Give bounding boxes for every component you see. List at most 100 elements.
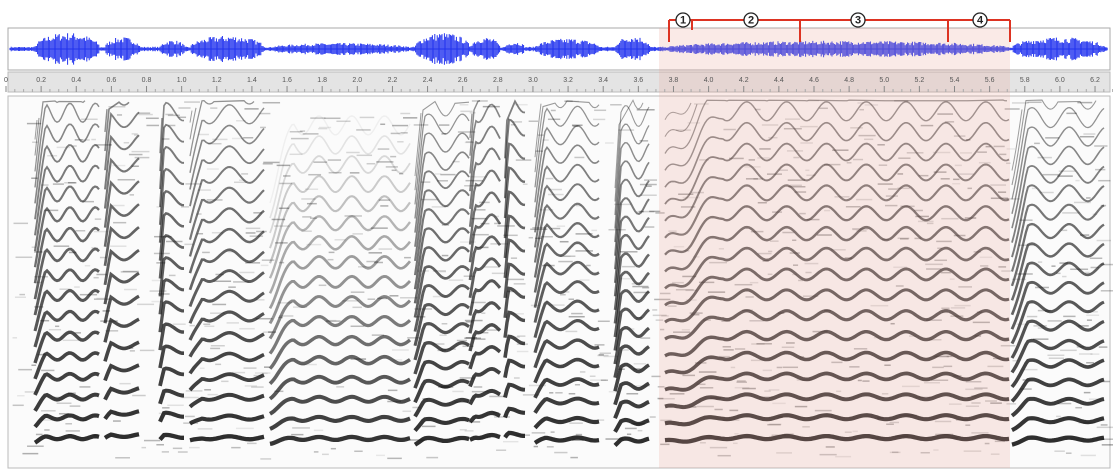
noise [206,168,219,170]
harmonic [158,167,185,225]
noise [79,386,91,388]
noise [172,323,186,325]
noise [138,112,151,114]
harmonic [1011,106,1105,200]
noise [235,427,254,430]
noise [1100,290,1113,292]
harmonic [614,141,650,229]
noise [236,119,246,122]
harmonic [104,111,140,171]
harmonic [158,234,185,279]
noise [510,124,516,126]
noise [44,209,59,212]
ruler-label: 3.2 [563,77,573,84]
noise [772,402,786,405]
harmonic [413,321,470,361]
noise [844,431,852,433]
noise [691,313,700,316]
noise [769,240,779,242]
noise [1031,187,1037,190]
harmonic [33,185,100,252]
noise [937,113,954,115]
noise [210,107,218,109]
noise [151,279,166,282]
harmonic [188,248,265,291]
noise [62,339,80,342]
noise [660,419,672,422]
ruler-label: 4.0 [704,77,714,84]
noise [559,293,566,296]
noise [275,242,288,244]
noise [376,161,394,163]
harmonic [158,344,184,369]
harmonic [1011,126,1105,214]
ruler-label: 0.2 [36,77,46,84]
noise [575,250,593,252]
noise [864,104,879,106]
noise [390,132,401,135]
noise [243,367,257,369]
noise [768,250,773,253]
harmonic [1010,319,1105,359]
noise [196,213,202,215]
noise [757,201,767,204]
noise [18,368,33,371]
ruler-label: 3.6 [633,77,643,84]
noise [204,389,212,391]
harmonic [188,351,265,375]
noise [633,363,647,365]
noise [494,215,500,218]
noise [1085,271,1090,274]
noise [162,138,170,140]
noise [637,210,655,213]
noise [480,331,489,334]
noise [1011,102,1029,104]
noise [215,363,222,366]
noise [533,445,538,448]
noise [824,163,841,166]
noise [212,138,228,141]
noise [1012,359,1018,362]
noise [256,230,267,233]
noise [515,159,532,161]
noise [392,124,409,127]
noise [128,153,143,156]
ruler-label: 2.4 [423,77,433,84]
harmonic [189,104,265,173]
noise [486,329,499,331]
harmonic [503,142,526,199]
noise [81,118,98,121]
noise [783,127,802,130]
noise [245,262,261,264]
ruler-label: 3.8 [669,77,679,84]
noise [790,184,802,187]
noise [207,393,218,396]
harmonic [268,394,411,416]
noise [568,315,585,318]
harmonic [33,434,100,445]
noise [870,304,889,307]
noise [496,449,507,451]
noise [928,338,942,341]
noise [111,204,125,207]
harmonic [413,378,470,404]
harmonic [103,363,140,382]
noise [729,157,744,160]
noise [673,331,691,333]
noise [131,165,139,168]
noise [463,275,475,277]
noise [568,298,575,300]
harmonic [468,235,502,281]
noise [397,141,404,143]
noise [714,408,723,411]
noise [202,251,210,254]
noise [698,371,717,373]
noise [27,445,44,447]
harmonic [503,358,526,378]
harmonic [613,436,650,447]
harmonic [188,289,265,324]
noise [918,174,929,177]
noise [894,100,909,102]
noise [189,446,200,449]
noise [537,134,544,136]
